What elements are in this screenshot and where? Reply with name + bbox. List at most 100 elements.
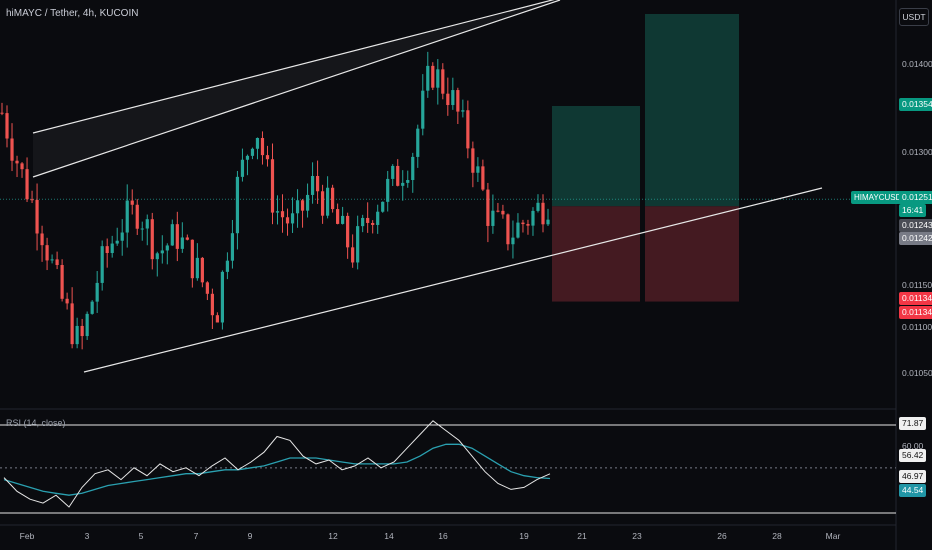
candle-body [526, 224, 530, 226]
candle-body [160, 250, 164, 254]
candle-body [331, 187, 335, 210]
candle-body [255, 137, 260, 149]
candle-body [451, 90, 455, 106]
time-tick: 5 [138, 531, 144, 541]
entry-price-badge-2: 0.01242 [899, 232, 932, 245]
countdown-badge: 16:41 [899, 204, 927, 217]
time-tick: 14 [384, 531, 394, 541]
candle-body [55, 259, 59, 266]
price-tick: 0.01300 [902, 147, 932, 157]
candle-body [100, 246, 104, 283]
candle-body [245, 155, 250, 160]
candle-body [446, 93, 450, 106]
candle-body [341, 215, 345, 224]
candle-body [215, 315, 219, 323]
candle-body [496, 210, 500, 212]
rsi-value-badge: 56.42 [899, 449, 927, 462]
candle-body [280, 211, 285, 218]
candle-body [30, 199, 34, 201]
candle-body [185, 237, 189, 240]
candle-body [516, 222, 520, 238]
candle-body [431, 65, 435, 88]
time-tick: 26 [717, 531, 727, 541]
candle-body [105, 246, 109, 254]
candle-body [200, 257, 204, 283]
stop-price-badge-2: 0.01134 [899, 306, 932, 319]
candle-body [486, 189, 490, 226]
candle-body [10, 138, 14, 161]
candle-body [85, 313, 89, 337]
candle-body [481, 166, 485, 190]
candle-body [521, 222, 525, 225]
candle-body [391, 165, 395, 179]
symbol-title[interactable]: hiMAYC / Tether, 4h, KUCOIN [6, 8, 139, 19]
candle-body [180, 237, 184, 249]
candle-body [225, 260, 230, 272]
candle-body [366, 217, 370, 223]
rsi-title[interactable]: RSI (14, close) [6, 418, 66, 428]
candle-body [75, 325, 79, 345]
candle-body [90, 301, 94, 314]
candle-body [130, 200, 134, 205]
candle-body [376, 211, 380, 225]
candle-body [250, 148, 255, 156]
candle-body [70, 303, 74, 345]
channel-upper-line [32, 0, 555, 134]
candle-body [461, 110, 465, 112]
candle-body [275, 211, 280, 213]
candle-body [60, 265, 64, 299]
time-tick: 21 [577, 531, 587, 541]
candle-body [235, 176, 240, 234]
candle-body [195, 257, 199, 279]
candle-body [305, 194, 310, 211]
stop-price-badge: 0.01134 [899, 292, 932, 305]
time-tick: 7 [193, 531, 199, 541]
candle-body [300, 200, 305, 211]
candle-body [531, 210, 535, 226]
candle-body [120, 232, 124, 241]
candle-body [371, 222, 375, 225]
entry-price-badge: 0.01243 [899, 219, 932, 232]
candle-body [65, 298, 69, 304]
candle-body [230, 233, 235, 261]
candle-body [125, 200, 129, 233]
candle-body [210, 293, 214, 316]
rsi-ma-line [3, 443, 551, 496]
price-tick: 0.01050 [902, 368, 932, 378]
candle-body [170, 224, 174, 246]
candle-body [45, 245, 49, 261]
candle-body [50, 259, 54, 261]
candle-body [190, 239, 194, 279]
candle-body [95, 282, 99, 302]
time-tick: Mar [825, 531, 841, 541]
candle-body [456, 90, 460, 112]
rsi-ma-badge: 44.54 [899, 484, 927, 497]
candle-body [290, 213, 295, 224]
candle-body [346, 215, 350, 248]
candle-body [336, 209, 340, 224]
candle-body [205, 282, 209, 294]
candle-body [150, 219, 154, 260]
candle-body [240, 159, 245, 177]
rsi-line [3, 420, 551, 508]
candle-body [536, 202, 540, 211]
candle-body [381, 201, 385, 212]
candle-body [436, 69, 440, 88]
stop-zone [552, 206, 640, 302]
candle-body [511, 237, 515, 245]
channel-lower-line [83, 187, 823, 373]
currency-button[interactable]: USDT [899, 8, 929, 26]
candle-body [401, 182, 405, 186]
candle-body [386, 178, 390, 202]
price-tick: 0.01150 [902, 280, 932, 290]
candle-body [320, 191, 325, 216]
candle-body [0, 112, 4, 114]
time-tick: 3 [84, 531, 90, 541]
candle-body [416, 128, 420, 157]
rsi-upper-band-badge: 71.87 [899, 417, 927, 430]
candle-body [35, 199, 39, 234]
time-tick: 23 [632, 531, 642, 541]
candle-body [145, 219, 149, 229]
